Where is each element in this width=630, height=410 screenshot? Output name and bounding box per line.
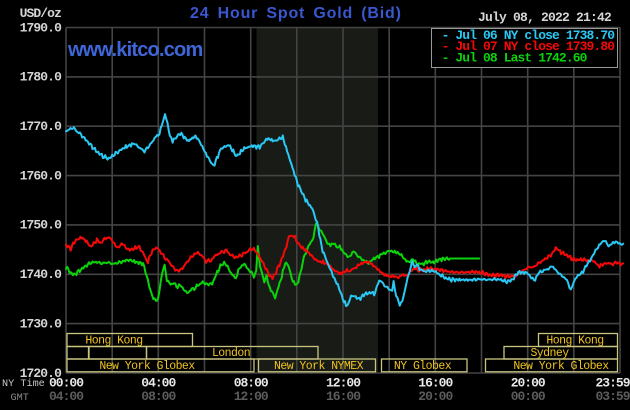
svg-text:1740.0: 1740.0 [20, 267, 63, 282]
svg-text:1730.0: 1730.0 [20, 316, 63, 331]
svg-text:04:00: 04:00 [141, 375, 176, 390]
svg-text:1720.0: 1720.0 [20, 366, 63, 381]
svg-text:03:59: 03:59 [595, 389, 630, 404]
svg-text:GMT: GMT [11, 393, 29, 404]
svg-text:July 08, 2022 21:42: July 08, 2022 21:42 [478, 10, 612, 25]
svg-text:20:00: 20:00 [418, 389, 453, 404]
svg-text:New York Globex: New York Globex [513, 360, 609, 373]
svg-text:08:00: 08:00 [234, 375, 269, 390]
svg-text:New York Globex: New York Globex [99, 360, 195, 373]
svg-text:- Jul 08 Last 1742.60: - Jul 08 Last 1742.60 [442, 51, 588, 66]
svg-text:1790.0: 1790.0 [20, 20, 63, 35]
svg-text:NY Globex: NY Globex [394, 360, 452, 373]
svg-text:12:00: 12:00 [234, 389, 269, 404]
svg-text:Hong Kong: Hong Kong [85, 335, 142, 348]
svg-text:00:00: 00:00 [49, 375, 84, 390]
svg-text:Sydney: Sydney [530, 347, 569, 360]
svg-text:Hong Kong: Hong Kong [546, 335, 603, 348]
svg-text:1760.0: 1760.0 [20, 168, 63, 183]
svg-text:1780.0: 1780.0 [20, 70, 63, 85]
svg-text:12:00: 12:00 [326, 375, 361, 390]
svg-text:NY Time: NY Time [2, 378, 45, 390]
svg-text:20:00: 20:00 [511, 375, 546, 390]
svg-text:1750.0: 1750.0 [20, 218, 63, 233]
svg-text:23:59: 23:59 [595, 375, 630, 390]
svg-text:08:00: 08:00 [141, 389, 176, 404]
svg-text:16:00: 16:00 [326, 389, 361, 404]
svg-text:1770.0: 1770.0 [20, 119, 63, 134]
svg-text:- Jul 07 NY close 1739.80: - Jul 07 NY close 1739.80 [442, 39, 616, 54]
svg-text:00:00: 00:00 [511, 389, 546, 404]
svg-text:USD/oz: USD/oz [20, 6, 62, 21]
svg-text:- Jul 06 NY close 1738.70: - Jul 06 NY close 1738.70 [442, 28, 616, 43]
svg-text:New York NYMEX: New York NYMEX [274, 360, 364, 373]
svg-text:16:00: 16:00 [418, 375, 453, 390]
svg-text:London: London [212, 347, 250, 360]
svg-text:04:00: 04:00 [49, 389, 84, 404]
